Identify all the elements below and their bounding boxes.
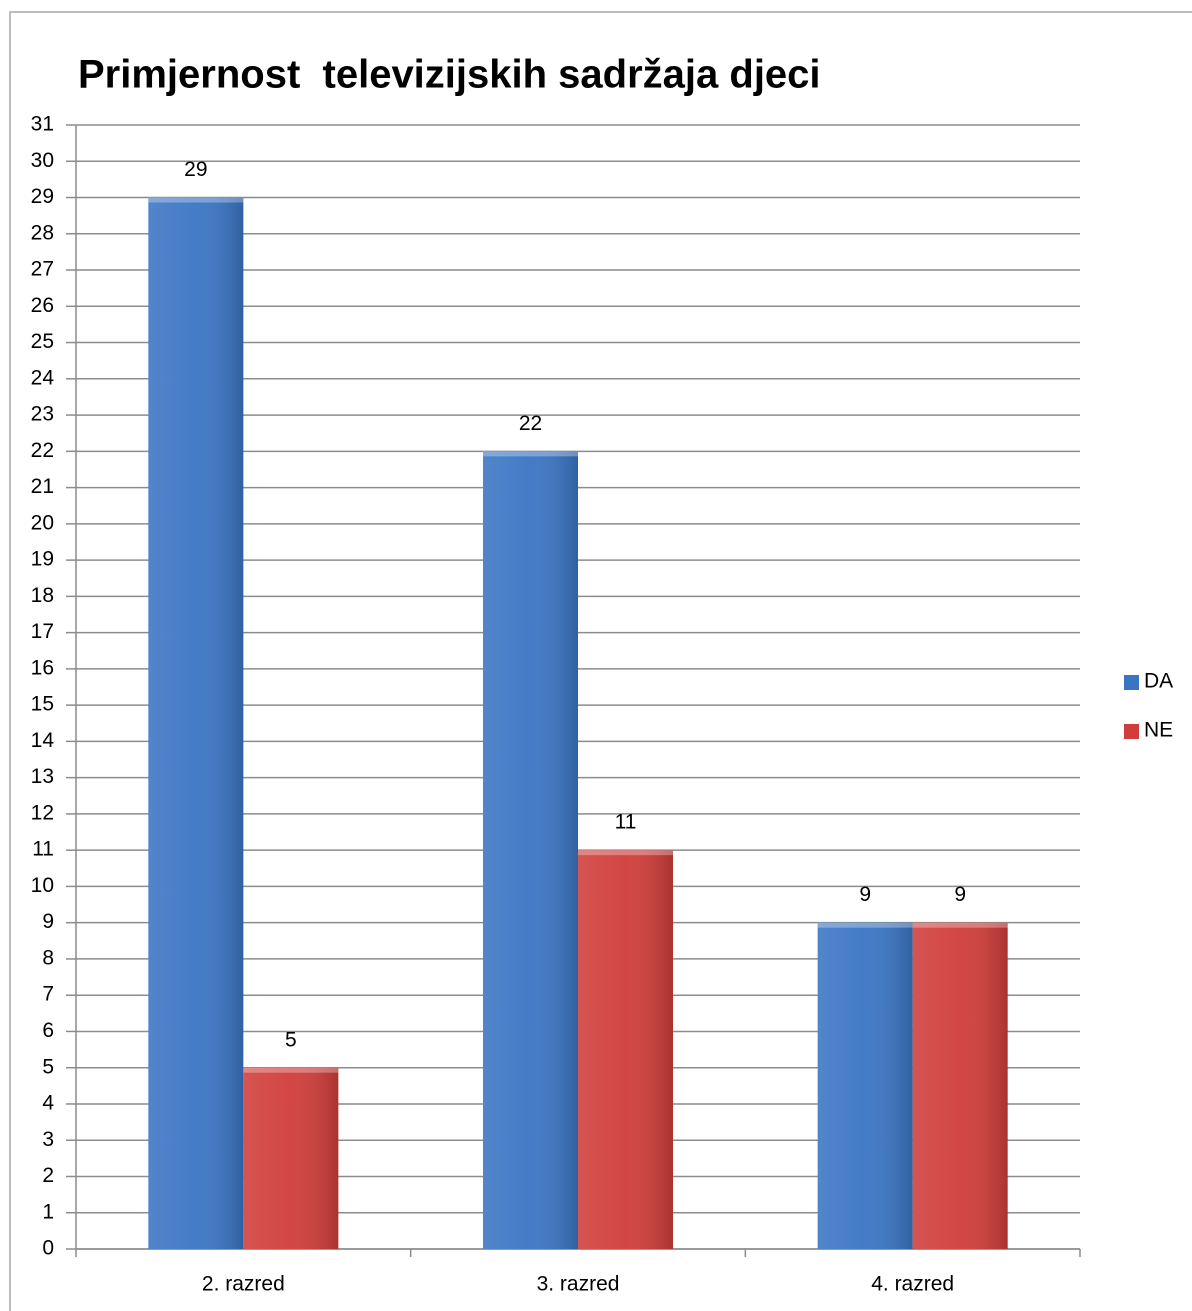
x-tick-label: 4. razred bbox=[871, 1273, 954, 1296]
y-tick-label: 4 bbox=[42, 1092, 54, 1115]
data-label: 22 bbox=[519, 412, 542, 435]
y-tick-label: 17 bbox=[31, 620, 54, 643]
chart-frame bbox=[9, 11, 1192, 1311]
bar-shade bbox=[912, 922, 1008, 1249]
y-tick-label: 8 bbox=[42, 946, 54, 969]
y-tick-label: 26 bbox=[31, 294, 54, 317]
y-tick-label: 15 bbox=[31, 693, 54, 716]
chart-title: Primjernost televizijskih sadržaja djeci bbox=[78, 53, 821, 97]
y-tick-label: 31 bbox=[31, 113, 54, 136]
y-tick-label: 5 bbox=[42, 1055, 54, 1078]
y-tick-label: 29 bbox=[31, 185, 54, 208]
y-tick-label: 6 bbox=[42, 1019, 54, 1042]
y-tick-label: 25 bbox=[31, 330, 54, 353]
legend-label: NE bbox=[1144, 719, 1173, 742]
bar-top bbox=[483, 451, 578, 457]
bar-top bbox=[243, 1067, 339, 1073]
data-label: 5 bbox=[285, 1028, 297, 1051]
y-tick-label: 2 bbox=[42, 1164, 54, 1187]
legend-label: DA bbox=[1144, 670, 1173, 693]
data-label: 29 bbox=[184, 158, 207, 181]
bar-top bbox=[912, 922, 1008, 928]
legend-swatch bbox=[1124, 675, 1139, 690]
bar-top bbox=[817, 922, 913, 928]
y-tick-label: 20 bbox=[31, 511, 54, 534]
data-label: 11 bbox=[615, 811, 637, 834]
y-tick-label: 18 bbox=[31, 584, 54, 607]
y-tick-label: 9 bbox=[42, 910, 54, 933]
y-tick-label: 11 bbox=[32, 838, 54, 861]
bar-shade bbox=[578, 850, 673, 1249]
y-tick-label: 10 bbox=[31, 874, 54, 897]
x-tick-label: 2. razred bbox=[202, 1273, 285, 1296]
bar-top bbox=[578, 850, 673, 856]
y-tick-label: 22 bbox=[31, 439, 54, 462]
y-tick-label: 24 bbox=[31, 366, 55, 389]
y-tick-label: 28 bbox=[31, 221, 54, 244]
bar-shade bbox=[148, 197, 244, 1250]
legend-swatch bbox=[1124, 724, 1139, 739]
y-tick-label: 14 bbox=[31, 729, 55, 752]
x-tick-label: 3. razred bbox=[537, 1273, 620, 1296]
y-tick-label: 23 bbox=[31, 403, 54, 426]
y-tick-label: 3 bbox=[42, 1128, 54, 1151]
y-tick-label: 0 bbox=[42, 1237, 54, 1260]
y-tick-label: 30 bbox=[31, 149, 54, 172]
y-tick-label: 12 bbox=[31, 801, 54, 824]
data-label: 9 bbox=[859, 883, 871, 906]
y-tick-label: 19 bbox=[31, 548, 54, 571]
bar-top bbox=[148, 197, 244, 203]
y-tick-label: 21 bbox=[31, 475, 54, 498]
y-tick-label: 16 bbox=[31, 656, 54, 679]
y-tick-label: 7 bbox=[42, 983, 54, 1006]
bar-shade bbox=[243, 1067, 339, 1249]
y-tick-label: 13 bbox=[31, 765, 54, 788]
y-tick-label: 1 bbox=[42, 1200, 54, 1223]
data-label: 9 bbox=[954, 883, 966, 906]
bar-shade bbox=[483, 451, 578, 1249]
y-tick-label: 27 bbox=[31, 258, 54, 281]
bar-shade bbox=[817, 922, 913, 1249]
